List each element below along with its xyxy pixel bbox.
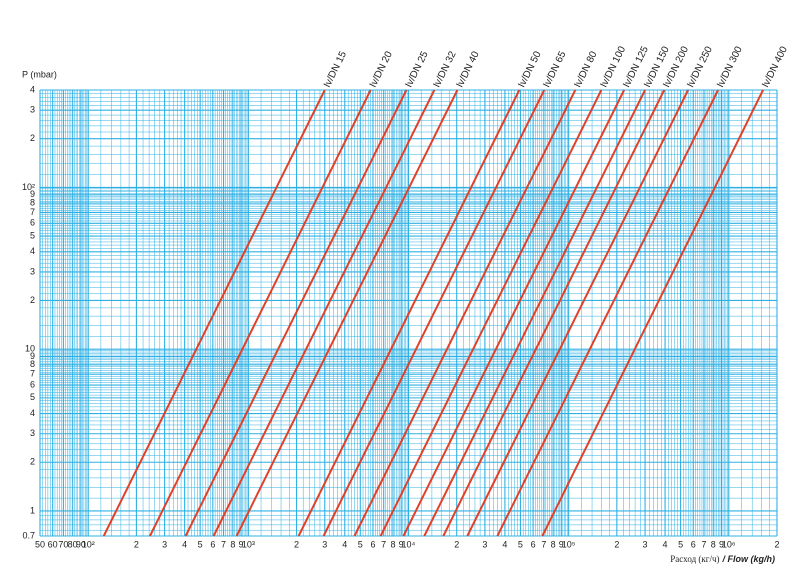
series-line [423,89,646,537]
series-line [379,89,603,537]
y-tick-label: 4 [30,246,35,256]
x-axis-label-en: / Flow (kg/h) [722,554,776,564]
x-tick-label: 3 [162,539,167,549]
x-tick-label: 80 [68,539,78,549]
x-tick-label: 9 [239,539,244,549]
x-tick-label: 10⁴ [402,539,416,549]
y-tick-label: 10² [22,182,35,192]
x-tick-label: 9 [719,539,724,549]
series-line [466,89,689,537]
x-tick-label: 10⁶ [722,539,736,549]
y-tick-label: 2 [30,295,35,305]
x-tick-label: 2 [134,539,139,549]
y-tick-label: 9 [30,189,35,199]
x-tick-label: 7 [381,539,386,549]
y-tick-label: 4 [30,408,35,418]
x-tick-label: 6 [370,539,375,549]
x-tick-label: 6 [531,539,536,549]
x-tick-label: 7 [541,539,546,549]
x-tick-label: 2 [614,539,619,549]
series-line [541,89,764,537]
y-tick-label: 5 [30,230,35,240]
series-line [149,89,372,537]
y-tick-label: 8 [30,359,35,369]
x-tick-label: 50 [35,539,45,549]
x-tick-label: 6 [210,539,215,549]
y-tick-label: 9 [30,351,35,361]
series-line [402,89,626,537]
y-tick-label: 6 [30,218,35,228]
x-tick-label: 4 [663,539,668,549]
x-tick-label: 5 [198,539,203,549]
y-tick-label: 3 [30,428,35,438]
y-tick-label: 3 [30,266,35,276]
x-tick-label: 10³ [242,539,255,549]
x-tick-label: 3 [322,539,327,549]
x-tick-label: 7 [701,539,706,549]
x-tick-label: 3 [643,539,648,549]
x-tick-label: 8 [390,539,395,549]
y-axis-label: P (mbar) [22,69,57,79]
x-tick-label: 4 [182,539,187,549]
x-axis-label-ru: Расход (кг/ч) [670,554,719,564]
x-tick-label: 5 [518,539,523,549]
y-tick-label: 6 [30,379,35,389]
y-tick-label: 10 [25,344,35,354]
series-line [322,89,546,537]
y-tick-label: 8 [30,197,35,207]
x-tick-label: 2 [454,539,459,549]
y-tick-label: 0.7 [22,530,35,540]
x-tick-label: 5 [678,539,683,549]
x-tick-label: 60 [48,539,58,549]
series-line [496,89,719,537]
x-tick-label: 5 [358,539,363,549]
series-line [102,89,326,537]
x-tick-label: 4 [342,539,347,549]
x-tick-label: 10⁵ [562,539,576,549]
series-line [353,89,577,537]
x-tick-label: 8 [230,539,235,549]
x-tick-label: 2 [774,539,779,549]
x-tick-label: 8 [711,539,716,549]
x-tick-label: 9 [399,539,404,549]
x-tick-label: 70 [58,539,68,549]
y-tick-label: 7 [30,207,35,217]
series-line [297,89,521,537]
x-tick-label: 3 [482,539,487,549]
x-tick-label: 6 [691,539,696,549]
x-tick-label: 10² [82,539,95,549]
y-tick-label: 3 [30,105,35,115]
series-line [184,89,408,537]
x-tick-label: 7 [221,539,226,549]
y-tick-label: 2 [30,133,35,143]
series-line [235,89,459,537]
x-axis-label: Расход (кг/ч) / Flow (kg/h) [670,554,775,564]
x-tick-label: 4 [502,539,507,549]
series-line [442,89,666,537]
y-tick-label: 5 [30,392,35,402]
y-tick-label: 1 [30,505,35,515]
x-tick-label: 8 [551,539,556,549]
y-tick-label: 4 [30,84,35,94]
x-tick-label: 90 [76,539,86,549]
series-line [212,89,436,537]
y-tick-label: 7 [30,369,35,379]
x-tick-label: 9 [559,539,564,549]
y-tick-label: 2 [30,457,35,467]
x-tick-label: 2 [294,539,299,549]
